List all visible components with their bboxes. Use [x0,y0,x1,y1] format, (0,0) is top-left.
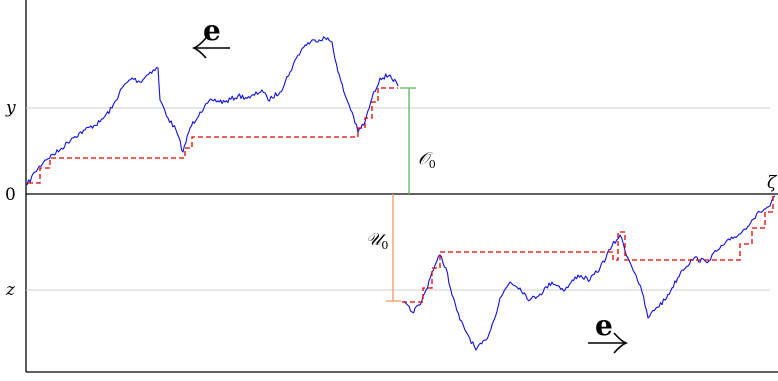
y-label: y [5,98,16,118]
e-bottom-label: e [595,309,613,342]
e-top-label: e [203,14,221,47]
left-arrow-icon [191,37,230,59]
z-label: z [5,280,16,300]
zero-label: 0 [5,185,16,205]
under-zero-label: 𝒰0 [366,230,388,252]
zeta-label: ζ [767,173,778,193]
lower-running-max [402,196,774,303]
over-zero-label: 𝒪0 [418,149,436,171]
right-arrow-icon [588,332,629,354]
upper-running-max [28,87,398,184]
lower-random-walk-path [402,195,776,351]
upper-random-walk-path [26,36,399,186]
